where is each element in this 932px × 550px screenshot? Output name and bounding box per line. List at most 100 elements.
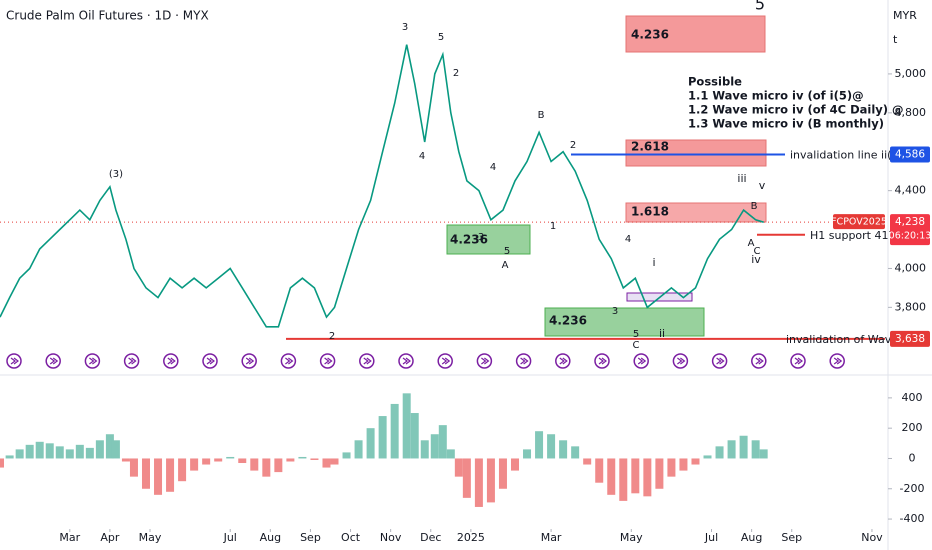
y-tick-label: 3,800	[895, 300, 927, 313]
wave-label: 3	[612, 306, 618, 317]
x-tick-label: Aug	[260, 531, 281, 544]
histogram-bar	[739, 435, 748, 459]
histogram-bar	[498, 458, 507, 489]
wave-label: 2	[453, 68, 459, 79]
event-icon-glyph	[206, 357, 215, 365]
histogram-bar	[322, 458, 331, 468]
histogram-bar	[202, 458, 211, 465]
wave-label: v	[759, 179, 766, 192]
histogram-bar	[15, 449, 24, 459]
x-tick-label: Aug	[741, 531, 762, 544]
event-icon-glyph	[10, 357, 19, 365]
histogram-bar	[121, 458, 130, 462]
event-icon-glyph	[49, 357, 59, 365]
histogram-bar	[643, 458, 652, 497]
histogram-bar	[95, 440, 104, 459]
histogram-bar	[474, 458, 483, 507]
event-icon-glyph	[559, 357, 568, 365]
y-tick-label: 400	[902, 391, 923, 404]
x-tick-label: Oct	[341, 531, 361, 544]
level-text: invalidation of Wave 2	[786, 333, 908, 346]
fib-label: 1.618	[631, 205, 669, 219]
histogram-bar	[727, 440, 736, 459]
event-icon-glyph	[755, 357, 764, 365]
x-tick-label: Nov	[380, 531, 402, 544]
histogram-bar	[390, 403, 399, 459]
wave-label: B	[538, 110, 545, 121]
y-tick-label: -200	[900, 482, 925, 495]
x-tick-label: Jul	[704, 531, 718, 544]
histogram-bar	[5, 455, 14, 459]
histogram-bar	[571, 446, 580, 459]
histogram-bar	[85, 447, 94, 459]
histogram-bar	[402, 393, 411, 459]
histogram-bar	[45, 443, 54, 459]
y-tick-label: 200	[902, 421, 923, 434]
histogram-bar	[691, 458, 700, 465]
histogram-bar	[446, 449, 455, 459]
wave-label: 5	[504, 246, 510, 257]
x-tick-label: Sep	[300, 531, 321, 544]
histogram-bar	[410, 413, 419, 459]
fib-label: 4.236	[631, 28, 669, 42]
histogram-bar	[510, 458, 519, 471]
chart-title: Crude Palm Oil Futures · 1D · MYX	[6, 9, 209, 23]
histogram-bar	[559, 440, 568, 459]
event-icon-glyph	[833, 357, 843, 365]
note-line: Possible	[688, 75, 742, 89]
histogram-bar	[166, 458, 175, 492]
wave-label: iv	[751, 253, 761, 266]
y-tick-label: 4,400	[895, 184, 927, 197]
y-tick-label: 0	[909, 451, 916, 464]
histogram-bar	[523, 449, 532, 459]
histogram-bar	[65, 449, 74, 459]
fib-box	[625, 139, 767, 167]
wave-label: A	[748, 238, 755, 249]
level-text: invalidation line ii(C)	[790, 148, 903, 161]
histogram-bar	[25, 444, 34, 459]
histogram-bar	[366, 428, 375, 459]
wave-label: 4	[625, 234, 631, 245]
histogram-bar	[226, 456, 235, 459]
histogram-bar	[454, 458, 463, 477]
event-icon-glyph	[285, 357, 294, 365]
wave-label: 1	[550, 221, 556, 232]
wave-label: A	[502, 260, 509, 271]
wave-label: i	[652, 256, 655, 269]
histogram-bar	[655, 458, 664, 489]
histogram-bar	[751, 440, 760, 459]
x-tick-label: May	[139, 531, 162, 544]
histogram-bar	[378, 416, 387, 459]
x-tick-label: Apr	[100, 531, 120, 544]
wave-label: C	[633, 340, 640, 351]
histogram-bar	[342, 452, 351, 459]
fib-label: 4.236	[549, 314, 587, 328]
x-tick-label: Dec	[420, 531, 441, 544]
event-icon-glyph	[794, 357, 803, 365]
event-icon-glyph	[677, 357, 686, 365]
histogram-bar	[354, 440, 363, 459]
wave-label: 2	[570, 140, 576, 151]
histogram-bar	[141, 458, 150, 489]
fib-box	[625, 15, 766, 53]
histogram-bar	[154, 458, 163, 495]
symbol-tag	[833, 214, 885, 230]
histogram-bar	[420, 440, 429, 459]
wave-label: ii	[659, 327, 665, 340]
event-icon-glyph	[245, 357, 255, 365]
wave-label: 5	[633, 329, 639, 340]
histogram-bar	[715, 446, 724, 459]
fib-label: 2.618	[631, 140, 669, 154]
fib-box	[544, 307, 705, 337]
histogram-bar	[286, 458, 295, 462]
wave-label: B	[751, 201, 758, 212]
symbol-tag-label: FCPOV2025	[831, 217, 887, 228]
price-tag	[890, 214, 930, 246]
x-tick-label: Jul	[223, 531, 237, 544]
event-icon-glyph	[167, 357, 176, 365]
histogram-bar	[583, 458, 592, 465]
histogram-bar	[759, 449, 768, 459]
histogram-bar	[619, 458, 628, 501]
histogram-bar	[703, 455, 712, 459]
